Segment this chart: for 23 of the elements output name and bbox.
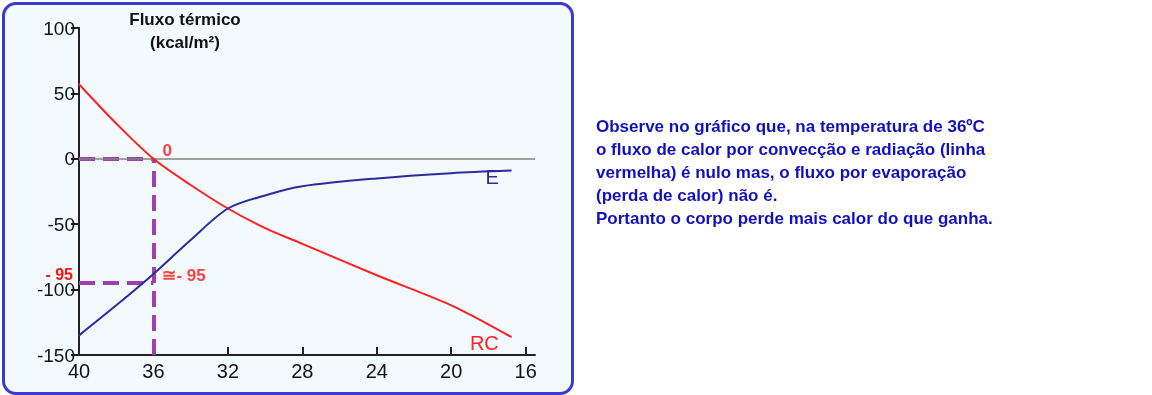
text: vermelha) é nulo mas, o fluxo por evaporação xyxy=(596,163,967,182)
text: o fluxo de calor por convecção e radiação (linha xyxy=(596,140,986,159)
series-label: RC xyxy=(469,331,499,354)
x-tick-label: 24 xyxy=(365,360,388,382)
text: (perda de calor) não é. xyxy=(596,186,778,205)
y-tick-label: 100 xyxy=(43,17,75,39)
y-tick-label: 0 xyxy=(64,148,75,170)
x-tick-label: 28 xyxy=(291,360,314,382)
annotation: 0 xyxy=(162,141,172,161)
y-tick-label: 50 xyxy=(53,82,75,104)
y-tick-label: -150 xyxy=(36,344,75,366)
x-tick-label: 32 xyxy=(216,360,240,382)
x-tick-label: 16 xyxy=(514,360,537,382)
annotation: ≅- 95 xyxy=(162,265,206,285)
text: Observe no gráfico que, na temperatura de 36ºC xyxy=(596,117,985,136)
y-tick-label: -50 xyxy=(47,213,75,235)
x-tick-label: 20 xyxy=(440,360,463,382)
line-series xyxy=(78,83,512,338)
x-tick-label: 36 xyxy=(142,360,165,382)
series-label: E xyxy=(485,165,499,188)
line-series xyxy=(78,169,512,337)
text: Portanto o corpo perde mais calor do que ganha. xyxy=(596,209,993,228)
y-axis-title: Fluxo térmico (kcal/m²) xyxy=(129,10,241,52)
